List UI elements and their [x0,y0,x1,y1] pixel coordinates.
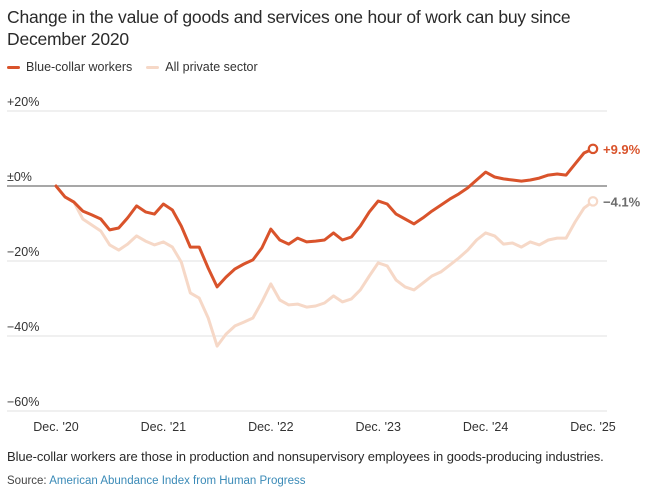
x-tick-label: Dec. '24 [463,420,509,434]
x-tick-label: Dec. '22 [248,420,294,434]
series-line-blue-collar [54,147,595,289]
end-label-blue-collar: +9.9% [603,142,641,157]
legend-label-private-sector: All private sector [165,60,258,74]
legend: Blue-collar workers All private sector [7,60,272,74]
x-tick-label: Dec. '20 [33,420,79,434]
chart-note: Blue-collar workers are those in product… [7,449,604,464]
chart-title: Change in the value of goods and service… [7,7,571,49]
x-tick-label: Dec. '25 [570,420,616,434]
x-tick-label: Dec. '21 [141,420,187,434]
legend-label-blue-collar: Blue-collar workers [26,60,133,74]
legend-item-blue-collar: Blue-collar workers [7,60,132,74]
series-line-private-sector [54,184,595,348]
y-tick-label: −40% [7,320,39,334]
y-tick-label: −20% [7,245,39,259]
y-tick-label: −60% [7,395,39,409]
y-tick-label: ±0% [7,170,32,184]
y-tick-label: +20% [7,95,39,109]
x-tick-label: Dec. '23 [355,420,401,434]
end-marker-blue-collar [587,143,599,155]
legend-swatch-blue-collar [7,65,20,69]
line-chart: +20% ±0% −20% −40% −60% Dec. '20 Dec. '21 Dec. … [7,95,641,434]
end-marker-private-sector [587,196,599,207]
legend-item-private-sector: All private sector [146,60,258,74]
source-line: Source: American Abundance Index from Hu… [7,475,306,487]
source-prefix: Source: [7,475,50,487]
source-link[interactable]: American Abundance Index from Human Prog… [49,475,306,487]
legend-swatch-private-sector [146,65,160,69]
end-label-private-sector: −4.1% [603,194,641,209]
